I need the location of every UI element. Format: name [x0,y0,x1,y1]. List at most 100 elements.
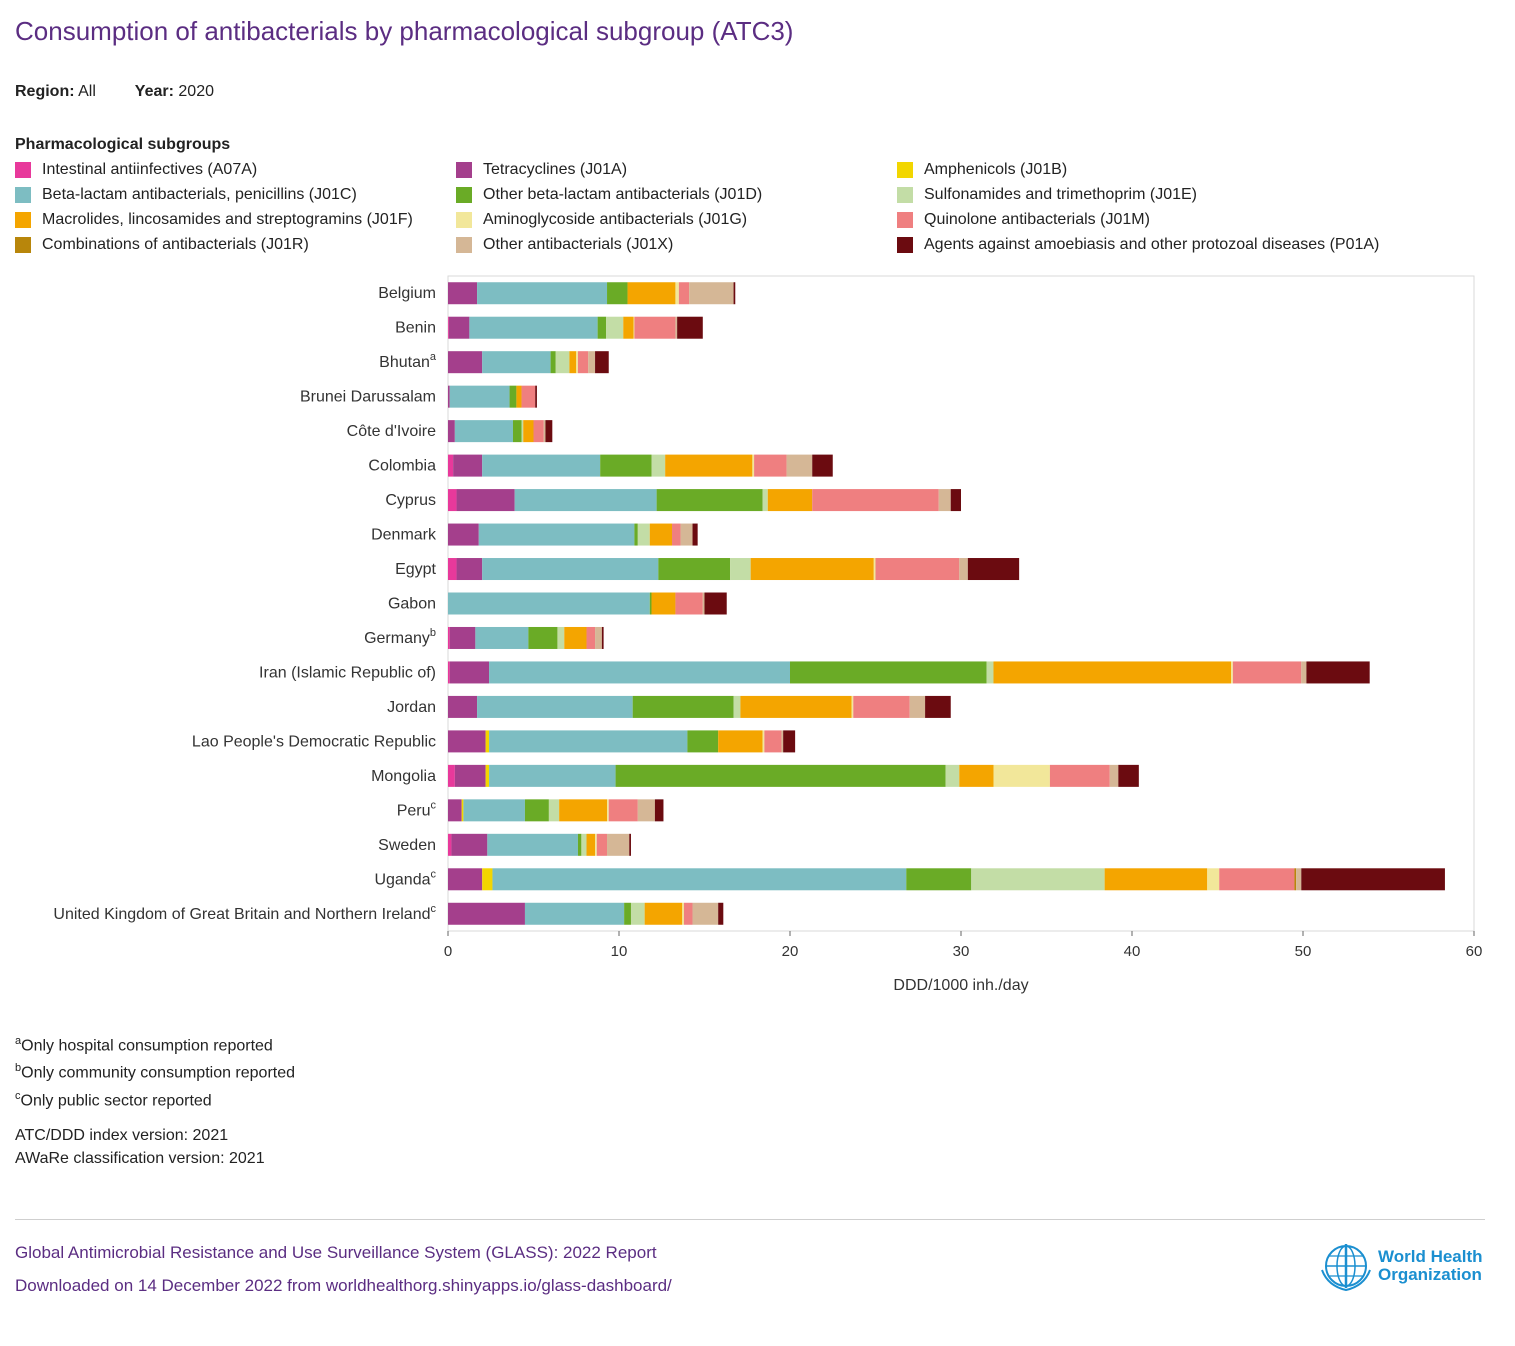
bar-segment [485,730,490,753]
bar-segment [851,695,854,718]
bar-segment [812,489,939,512]
legend-swatch [897,212,913,228]
bar-segment [665,454,753,477]
bar-segment [607,833,630,856]
bar-segment [608,799,638,822]
bar-segment [672,523,681,546]
footnote-b: bOnly community consumption reported [15,1062,296,1082]
bar-segment [629,833,631,856]
bar-segment [448,902,525,925]
bar-segment [733,695,741,718]
year-value: 2020 [178,83,214,100]
bar-segment [1219,868,1295,891]
bar-segment [1232,661,1302,684]
legend-item: Macrolides, lincosamides and streptogram… [15,211,413,229]
bar-segment [448,868,483,891]
bar-segment [767,489,813,512]
bar-segment [730,558,751,581]
category-label: Sweden [378,837,436,854]
bar-segment [692,523,698,546]
bar-segment [448,282,478,305]
legend-label: Intestinal antiinfectives (A07A) [42,161,258,178]
bar-segment [586,833,596,856]
bar-segment [624,902,631,925]
bar-segment [528,626,558,649]
who-logo: World Health Organization [1320,1240,1483,1292]
bar-segment [692,902,719,925]
legend-swatch [15,237,31,253]
bar-segment [812,454,833,477]
legend-item: Other antibacterials (J01X) [456,236,673,254]
category-label: Bhutana [379,351,437,371]
logo-line-2: Organization [1378,1265,1482,1284]
legend-swatch [456,237,472,253]
bar-segment [475,626,529,649]
category-label: United Kingdom of Great Britain and Nort… [53,903,436,923]
bar-segment [906,868,972,891]
bar-segment [516,385,522,408]
category-label: Denmark [371,527,437,544]
bar-segment [448,799,462,822]
bar-segment [615,764,946,787]
footer-divider [15,1219,1485,1220]
bar-segment [1104,868,1208,891]
bar-segment [456,558,483,581]
x-tick-label: 10 [611,943,628,960]
bar-segment [448,316,449,339]
bar-segment [1109,764,1119,787]
bar-segment [959,764,994,787]
bar-segment [607,799,609,822]
x-tick-label: 50 [1295,943,1312,960]
category-label: Benin [395,320,436,337]
filter-summary: Region: All Year: 2020 [15,83,214,101]
bar-segment [1301,868,1445,891]
region-label: Region: [15,83,75,100]
stacked-bar-chart: Belgium Benin Bhutana Brunei Darussalam Côte… [53,275,1482,994]
bar-segment [514,489,657,512]
x-tick-label: 30 [953,943,970,960]
bar-segment [595,833,597,856]
legend-swatch [897,237,913,253]
bar-segment [971,868,1105,891]
bar-segment [1306,661,1370,684]
bar-segment [482,454,601,477]
legend-label: Sulfonamides and trimethoprim (J01E) [924,186,1198,203]
legend-swatch [897,162,913,178]
bar-segment [482,558,659,581]
category-label: Egypt [395,561,436,578]
bar-segment [649,523,673,546]
logo-line-1: World Health [1378,1247,1483,1266]
bar-segment [1118,764,1139,787]
bar-segment [596,833,608,856]
atc-version: ATC/DDD index version: 2021 [15,1127,229,1144]
bar-segment [764,730,782,753]
bar-segment [630,902,645,925]
bar-segment [545,420,553,443]
category-label: Germanyb [364,627,436,647]
bar-segment [762,730,765,753]
bar-segment [678,282,690,305]
bar-segment [675,316,678,339]
bar-segment [790,661,987,684]
legend-swatch [15,162,31,178]
legend-swatch [15,187,31,203]
x-tick-label: 0 [444,943,452,960]
legend-swatch [456,212,472,228]
bar-segment [448,454,454,477]
version-info: ATC/DDD index version: 2021 AWaRe classi… [15,1124,265,1170]
category-label: Côte d'Ivoire [347,423,436,440]
bar-segment [718,730,763,753]
aware-version: AWaRe classification version: 2021 [15,1150,265,1167]
bar-segment [543,420,546,443]
bar-segment [535,385,537,408]
bar-segment [1231,661,1233,684]
bar-segment [627,282,676,305]
legend-item: Amphenicols (J01B) [897,161,1067,179]
bar-segment [600,454,652,477]
bar-segment [993,661,1232,684]
bar-segment [750,558,874,581]
bar-segment [482,351,551,374]
bar-segment [448,592,650,615]
who-emblem-icon [1321,1244,1371,1292]
category-label: Lao People's Democratic Republic [192,733,436,750]
